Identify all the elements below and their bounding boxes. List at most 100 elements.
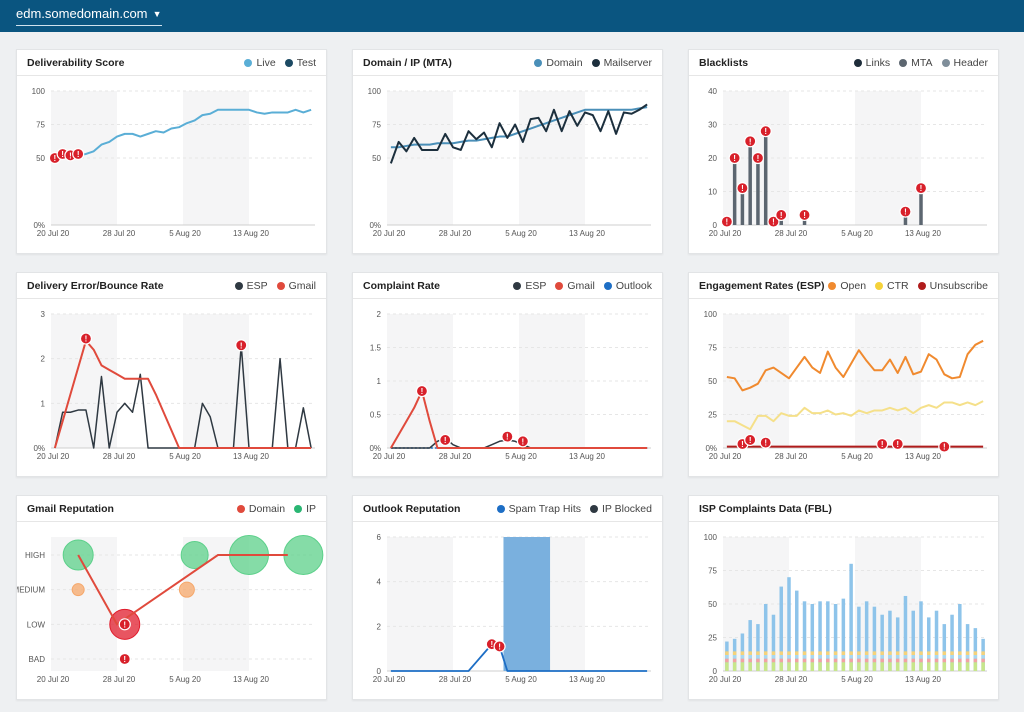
alert-icon[interactable]: ! bbox=[736, 182, 749, 195]
alert-icon[interactable]: ! bbox=[798, 208, 811, 222]
bar[interactable] bbox=[973, 628, 978, 671]
bar-segment bbox=[779, 651, 783, 655]
legend-item[interactable]: Test bbox=[284, 57, 316, 69]
bar[interactable] bbox=[911, 610, 915, 671]
ip-bubble[interactable] bbox=[71, 583, 85, 597]
series-line[interactable] bbox=[390, 390, 648, 449]
alert-icon[interactable]: ! bbox=[775, 208, 788, 222]
bar[interactable] bbox=[748, 620, 752, 671]
alert-icon[interactable]: ! bbox=[759, 125, 772, 138]
bar[interactable] bbox=[927, 617, 931, 671]
domain-selector[interactable]: edm.somedomain.com ▼ bbox=[16, 6, 162, 26]
bar[interactable] bbox=[826, 601, 830, 671]
ip-blocked-span[interactable] bbox=[503, 537, 551, 671]
alert-icon[interactable]: ! bbox=[72, 147, 85, 161]
alert-icon[interactable]: ! bbox=[415, 384, 429, 398]
bar[interactable] bbox=[818, 601, 822, 671]
bar[interactable] bbox=[864, 601, 869, 671]
alert-icon[interactable]: ! bbox=[79, 332, 93, 345]
alert-icon[interactable]: ! bbox=[493, 640, 506, 653]
series-line[interactable] bbox=[726, 339, 984, 392]
legend-item[interactable]: Domain bbox=[534, 57, 583, 69]
bar[interactable] bbox=[942, 624, 947, 671]
legend-item[interactable]: ESP bbox=[234, 280, 268, 292]
alert-icon[interactable]: ! bbox=[938, 440, 951, 453]
ip-bubble[interactable] bbox=[178, 581, 195, 598]
alert-icon[interactable]: ! bbox=[118, 652, 131, 666]
legend-item[interactable]: CTR bbox=[875, 280, 909, 292]
legend-item[interactable]: Links bbox=[853, 57, 890, 69]
series-line[interactable] bbox=[53, 339, 312, 449]
alert-icon[interactable]: ! bbox=[720, 215, 733, 228]
ip-bubble[interactable] bbox=[62, 539, 94, 571]
alert-icon[interactable]: ! bbox=[759, 436, 772, 449]
legend-item[interactable]: Live bbox=[244, 57, 276, 69]
legend-item[interactable]: Domain bbox=[236, 503, 285, 515]
bar[interactable] bbox=[771, 614, 776, 671]
legend-item[interactable]: Gmail bbox=[555, 280, 595, 292]
alert-icon[interactable]: ! bbox=[744, 135, 757, 148]
alert-icon[interactable]: ! bbox=[728, 151, 741, 165]
bar[interactable] bbox=[795, 590, 799, 671]
bar[interactable] bbox=[787, 577, 791, 671]
alert-icon[interactable]: ! bbox=[439, 433, 452, 447]
bar[interactable] bbox=[833, 604, 838, 671]
alert-icon[interactable]: ! bbox=[744, 433, 757, 447]
bar[interactable] bbox=[841, 598, 846, 671]
alert-icon[interactable]: ! bbox=[118, 618, 131, 631]
alert-icon[interactable]: ! bbox=[501, 430, 514, 443]
alert-icon[interactable]: ! bbox=[235, 339, 248, 352]
bar[interactable] bbox=[756, 158, 760, 225]
legend-item[interactable]: Unsubscribe bbox=[917, 280, 988, 292]
bar[interactable] bbox=[950, 614, 954, 671]
bar[interactable] bbox=[919, 601, 923, 671]
legend-item[interactable]: IP Blocked bbox=[589, 503, 652, 515]
legend-item[interactable]: Spam Trap Hits bbox=[496, 503, 581, 515]
card-header: Outlook Reputation Spam Trap Hits IP Block… bbox=[353, 496, 662, 522]
bar[interactable] bbox=[748, 141, 752, 225]
bar[interactable] bbox=[802, 601, 807, 671]
legend-item[interactable]: Outlook bbox=[603, 280, 652, 292]
bar[interactable] bbox=[740, 188, 745, 225]
ip-bubble[interactable] bbox=[283, 535, 324, 575]
series-line[interactable] bbox=[389, 103, 648, 164]
bar-segment bbox=[880, 662, 884, 671]
bar[interactable] bbox=[880, 614, 884, 671]
bar[interactable] bbox=[934, 610, 939, 671]
bar[interactable] bbox=[958, 604, 962, 671]
series-line[interactable] bbox=[54, 108, 312, 159]
alert-icon[interactable]: ! bbox=[876, 437, 889, 451]
alert-icon[interactable]: ! bbox=[891, 437, 904, 451]
bar[interactable] bbox=[763, 131, 768, 225]
alert-icon[interactable]: ! bbox=[751, 151, 765, 165]
series-line[interactable] bbox=[726, 400, 984, 431]
series-line[interactable] bbox=[390, 643, 648, 672]
bar[interactable] bbox=[857, 606, 861, 671]
legend-item[interactable]: IP bbox=[294, 503, 316, 515]
bar[interactable] bbox=[903, 211, 908, 225]
bar[interactable] bbox=[895, 617, 900, 671]
legend-item[interactable]: ESP bbox=[513, 280, 546, 292]
alert-icon[interactable]: ! bbox=[899, 205, 912, 218]
alert-icon[interactable]: ! bbox=[516, 435, 529, 448]
bar[interactable] bbox=[779, 586, 783, 671]
legend-item[interactable]: MTA bbox=[899, 57, 933, 69]
alert-icon[interactable]: ! bbox=[914, 182, 928, 195]
bar[interactable] bbox=[965, 624, 970, 671]
legend-item[interactable]: Header bbox=[941, 57, 988, 69]
legend-item[interactable]: Gmail bbox=[276, 280, 316, 292]
bar[interactable] bbox=[763, 604, 768, 671]
bar[interactable] bbox=[903, 595, 908, 671]
bar[interactable] bbox=[919, 188, 923, 225]
bar[interactable] bbox=[888, 610, 892, 671]
bar[interactable] bbox=[732, 158, 737, 225]
legend-item[interactable]: Open bbox=[828, 280, 866, 292]
ip-bubble[interactable] bbox=[180, 541, 209, 569]
legend-item[interactable]: Mailserver bbox=[591, 57, 652, 69]
bar[interactable] bbox=[810, 604, 815, 671]
bar[interactable] bbox=[849, 563, 853, 671]
bar[interactable] bbox=[756, 624, 760, 671]
bar-segment bbox=[903, 662, 908, 671]
alert-icon[interactable]: ! bbox=[767, 215, 780, 228]
bar[interactable] bbox=[872, 606, 877, 671]
